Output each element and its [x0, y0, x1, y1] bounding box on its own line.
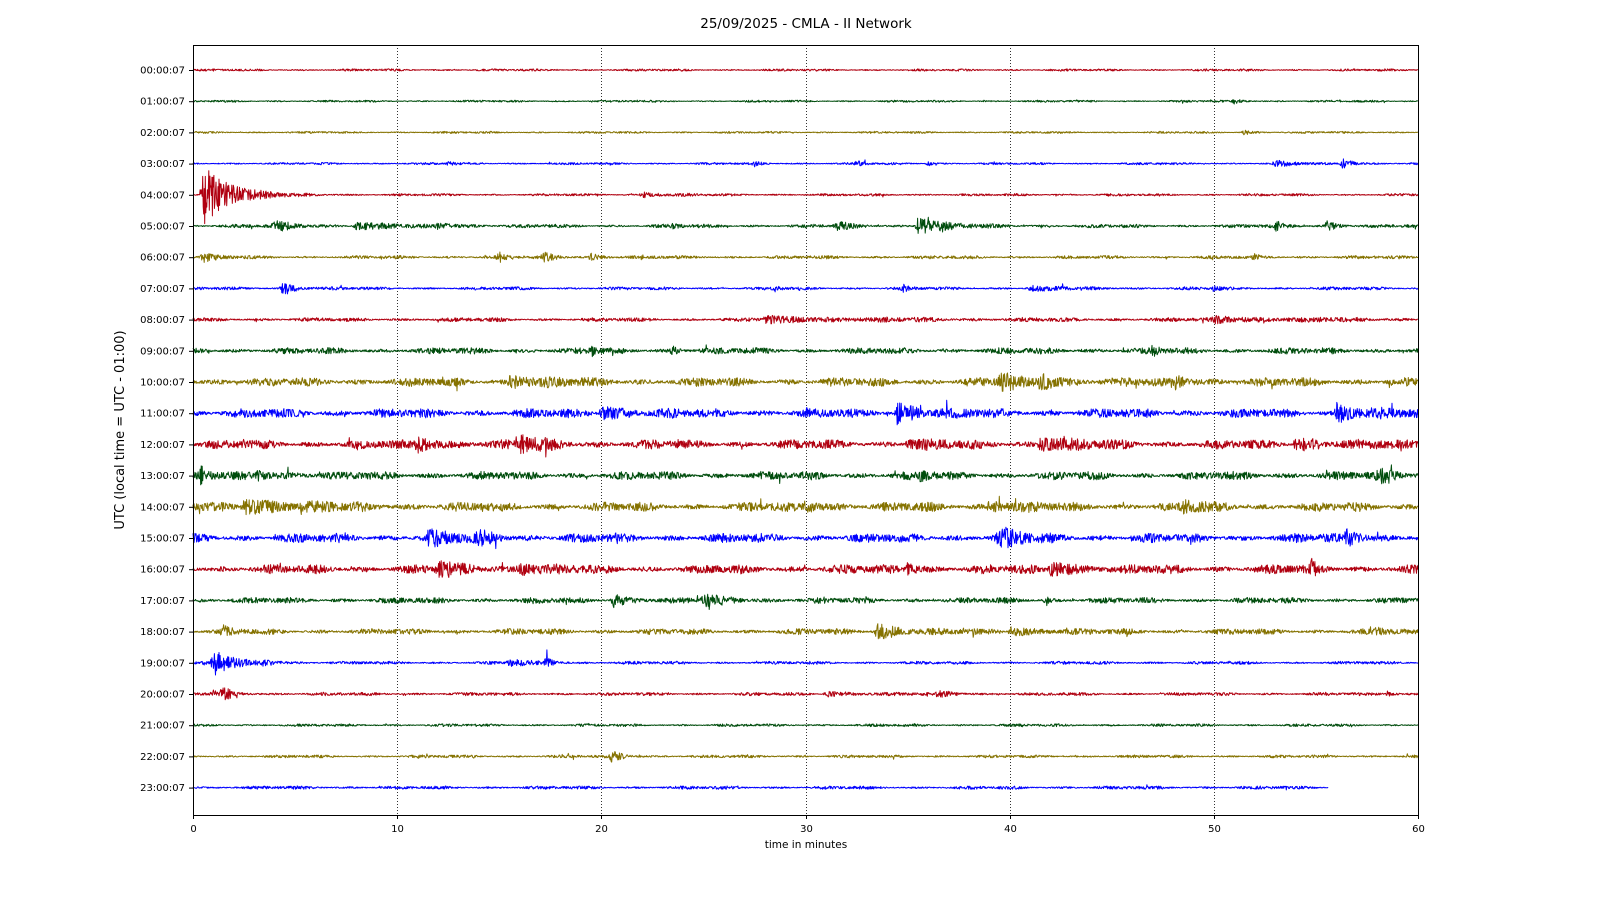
seismic-trace	[192, 372, 1419, 392]
y-tick-label: 22:00:07	[140, 752, 185, 763]
y-tick-label: 02:00:07	[140, 128, 185, 139]
y-tick-label: 14:00:07	[140, 502, 185, 513]
x-tick-label: 40	[1004, 824, 1017, 835]
seismic-trace	[192, 216, 1419, 234]
seismic-trace	[192, 283, 1419, 295]
y-tick-label: 20:00:07	[140, 690, 185, 701]
y-tick-label: 18:00:07	[140, 627, 185, 638]
x-tick-label: 20	[595, 824, 608, 835]
y-tick-label: 17:00:07	[140, 596, 185, 607]
seismic-trace	[192, 399, 1419, 426]
y-tick-label: 23:00:07	[140, 783, 185, 794]
y-tick-label: 06:00:07	[140, 253, 185, 264]
seismic-trace	[192, 434, 1419, 458]
seismic-trace	[192, 751, 1419, 763]
y-tick-label: 16:00:07	[140, 565, 185, 576]
seismic-trace	[192, 314, 1419, 325]
seismic-trace	[192, 593, 1419, 610]
x-grid	[397, 45, 1215, 815]
seismic-trace	[192, 99, 1419, 105]
chart-title: 25/09/2025 - CMLA - II Network	[700, 16, 912, 32]
seismic-trace	[193, 623, 1419, 640]
seismic-trace	[192, 68, 1419, 72]
x-tick-label: 0	[190, 824, 196, 835]
y-tick-label: 03:00:07	[140, 159, 185, 170]
traces	[192, 68, 1419, 791]
y-ticks: 00:00:07 01:00:07 02:00:07 03:00:07 04:00:07…	[140, 66, 193, 794]
y-tick-label: 04:00:07	[140, 190, 185, 201]
y-tick-label: 07:00:07	[140, 284, 185, 295]
seismic-trace	[192, 722, 1419, 728]
y-axis-label: UTC (local time = UTC - 01:00)	[113, 330, 128, 529]
y-tick-label: 13:00:07	[140, 471, 185, 482]
x-tick-label: 60	[1412, 824, 1425, 835]
seismic-trace	[192, 129, 1418, 136]
x-tick-label: 30	[800, 824, 813, 835]
y-tick-label: 19:00:07	[140, 658, 185, 669]
y-tick-label: 10:00:07	[140, 378, 185, 389]
x-tick-label: 50	[1208, 824, 1221, 835]
seismic-trace	[192, 251, 1419, 263]
seismic-trace	[192, 687, 1419, 701]
y-tick-label: 09:00:07	[140, 346, 185, 357]
x-ticks: 0 10 20 30 40 50 60	[190, 815, 1425, 835]
seismic-trace	[192, 344, 1419, 358]
y-tick-label: 15:00:07	[140, 534, 185, 545]
seismic-trace	[192, 158, 1419, 169]
y-tick-label: 00:00:07	[140, 66, 185, 77]
y-tick-label: 12:00:07	[140, 440, 185, 451]
seismic-trace	[192, 784, 1329, 791]
x-tick-label: 10	[391, 824, 404, 835]
y-tick-label: 05:00:07	[140, 222, 185, 233]
y-tick-label: 01:00:07	[140, 97, 185, 108]
seismic-trace	[192, 649, 1419, 676]
seismic-trace	[192, 557, 1419, 578]
y-tick-label: 21:00:07	[140, 721, 185, 732]
seismic-trace	[192, 495, 1419, 516]
seismic-trace	[192, 170, 1419, 225]
y-tick-label: 11:00:07	[140, 409, 185, 420]
y-tick-label: 08:00:07	[140, 315, 185, 326]
x-axis-label: time in minutes	[765, 839, 847, 851]
seismic-trace	[192, 464, 1419, 486]
seismic-trace	[192, 526, 1419, 550]
